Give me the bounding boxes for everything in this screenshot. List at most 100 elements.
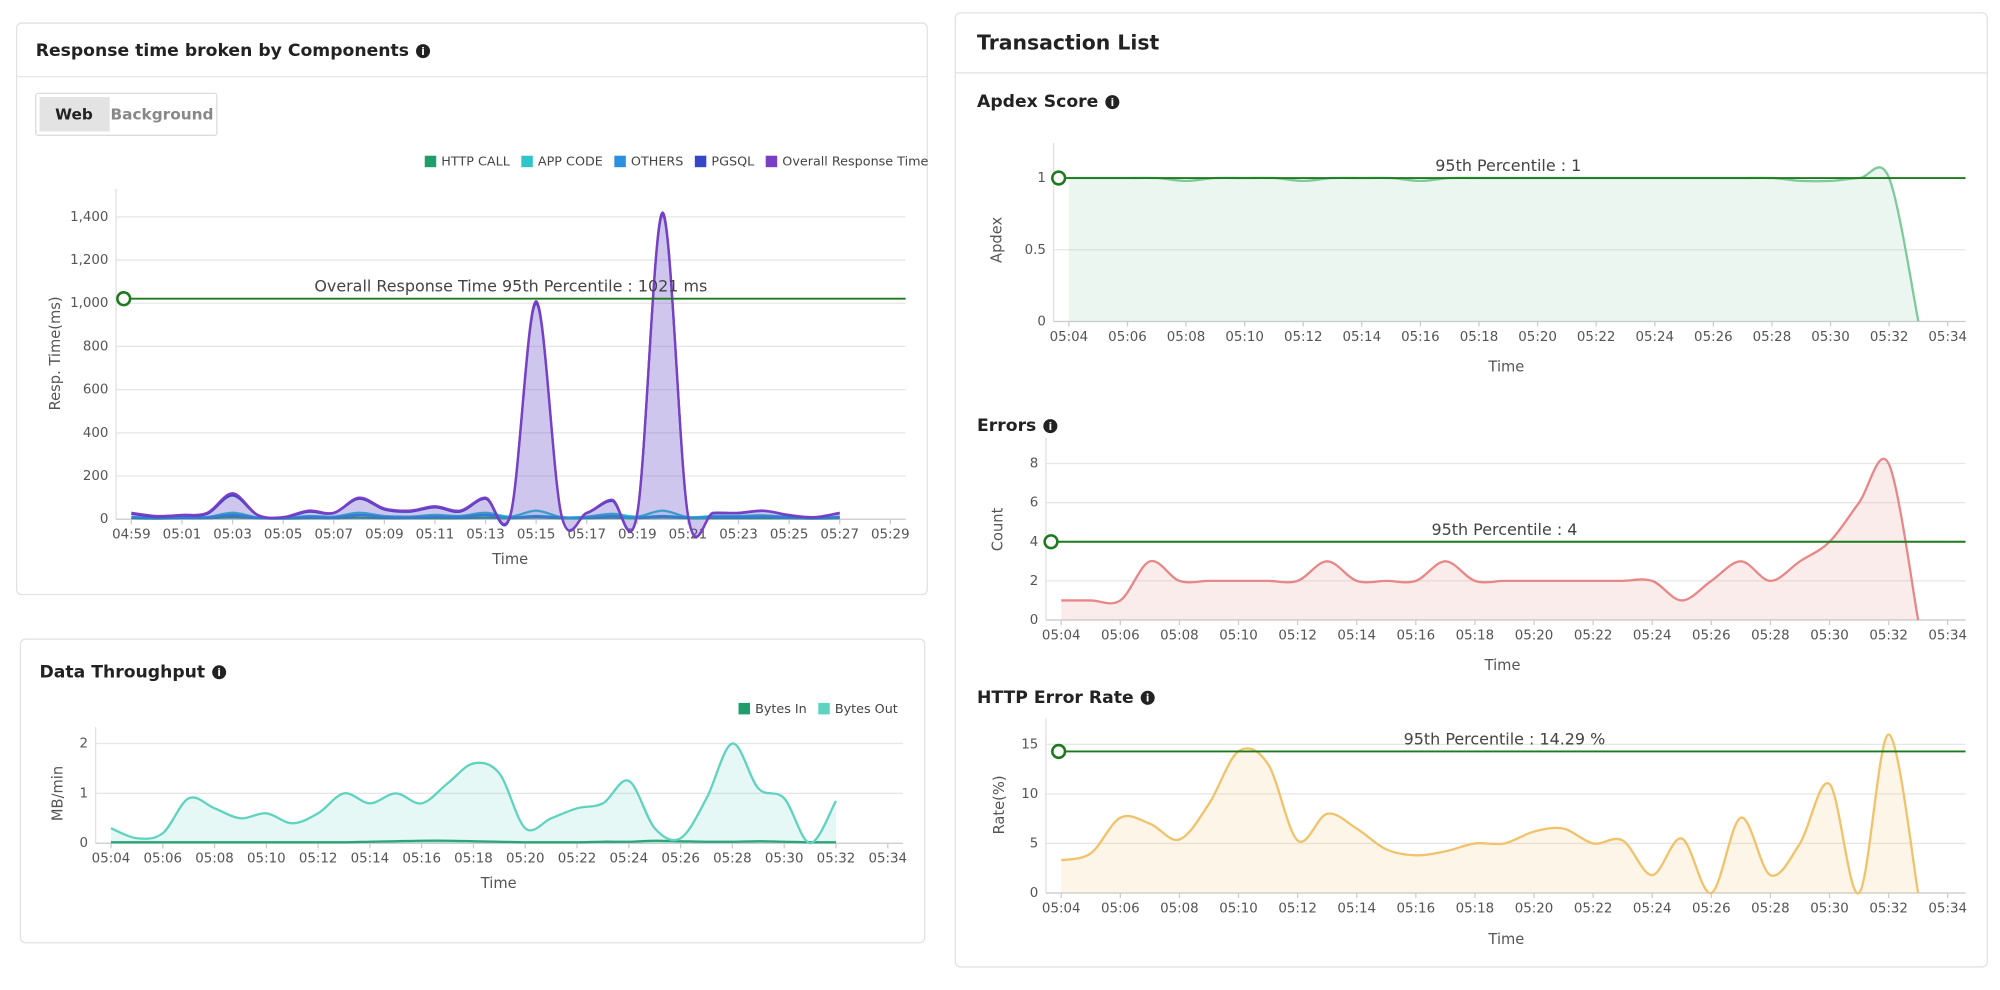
legend-label: PGSQL: [711, 155, 755, 170]
x-tick-label: 05:08: [1160, 628, 1199, 643]
x-tick-label: 05:18: [454, 852, 493, 867]
legend-label: HTTP CALL: [441, 155, 510, 170]
x-tick-label: 05:10: [1225, 330, 1264, 345]
y-tick-label: 200: [83, 469, 109, 484]
threshold-label: Overall Response Time 95th Percentile : …: [314, 277, 707, 296]
x-tick-label: 04:59: [112, 528, 151, 543]
throughput-panel: [19, 638, 926, 944]
x-tick-label: 05:34: [1928, 628, 1967, 643]
x-tick-label: 05:28: [1751, 628, 1790, 643]
series-line: [131, 513, 840, 520]
y-tick-label: 8: [1030, 457, 1039, 472]
x-tick-label: 05:16: [1397, 901, 1436, 916]
legend-swatch: [818, 702, 830, 715]
y-axis-label: Count: [990, 507, 1007, 551]
panel-title: Transaction List: [977, 30, 1159, 54]
x-tick-label: 05:04: [1042, 901, 1081, 916]
tab-active[interactable]: [39, 97, 110, 132]
y-tick-label: 10: [1021, 787, 1038, 802]
y-tick-label: 5: [1030, 836, 1039, 851]
legend-label: Bytes In: [755, 702, 807, 717]
x-tick-label: 05:01: [163, 528, 202, 543]
x-tick-label: 05:18: [1456, 901, 1495, 916]
x-tick-label: 05:34: [868, 852, 907, 867]
series-line: [131, 211, 840, 538]
series-line: [110, 839, 836, 844]
x-tick-label: 05:19: [618, 528, 657, 543]
x-tick-label: 05:20: [1515, 901, 1554, 916]
x-tick-label: 05:14: [1343, 330, 1382, 345]
chart-title: Data Throughput: [40, 662, 206, 682]
x-axis-label: Time: [1487, 931, 1524, 948]
y-tick-label: 1,000: [70, 296, 108, 311]
x-tick-label: 05:09: [365, 528, 404, 543]
tab[interactable]: Web: [55, 105, 93, 123]
y-tick-label: 6: [1030, 496, 1039, 511]
x-tick-label: 05:26: [1692, 901, 1731, 916]
threshold-marker: [1051, 170, 1067, 186]
chart-title: Errors: [977, 416, 1036, 436]
x-tick-label: 05:26: [661, 852, 700, 867]
area-fill: [131, 214, 840, 537]
x-tick-label: 05:05: [264, 528, 303, 543]
x-tick-label: 05:28: [1753, 330, 1792, 345]
x-axis-label: Time: [491, 551, 528, 568]
legend-label: APP CODE: [538, 155, 603, 170]
area-fill: [1068, 167, 1919, 322]
y-tick-label: 0: [100, 512, 109, 527]
x-tick-label: 05:06: [143, 852, 182, 867]
x-tick-label: 05:32: [1869, 628, 1908, 643]
info-icon: [1105, 95, 1120, 110]
x-tick-label: 05:24: [1633, 901, 1672, 916]
x-tick-label: 05:34: [1928, 330, 1967, 345]
y-tick-label: 400: [83, 426, 109, 441]
legend-label: OTHERS: [631, 155, 683, 170]
legend-swatch: [521, 155, 533, 168]
area-fill: [131, 212, 840, 537]
x-tick-label: 05:06: [1101, 901, 1140, 916]
y-tick-label: 1: [1037, 171, 1046, 186]
info-icon-glyph: i: [421, 47, 425, 58]
x-tick-label: 05:28: [713, 852, 752, 867]
y-tick-label: 0.5: [1025, 243, 1046, 258]
transaction-panel: [954, 12, 1988, 968]
x-axis-label: Time: [1487, 358, 1524, 375]
x-tick-label: 05:32: [1869, 901, 1908, 916]
x-tick-label: 05:06: [1101, 628, 1140, 643]
tab[interactable]: Background: [111, 105, 214, 123]
y-tick-label: 800: [83, 339, 109, 354]
legend-label: Overall Response Time: [782, 155, 928, 170]
series-line: [1060, 733, 1920, 895]
legend-swatch: [614, 155, 626, 168]
y-tick-label: 0: [1030, 613, 1039, 628]
x-tick-label: 05:14: [1337, 901, 1376, 916]
x-tick-label: 05:12: [1284, 330, 1323, 345]
x-tick-label: 05:22: [1574, 901, 1613, 916]
x-tick-label: 05:26: [1692, 628, 1731, 643]
area-fill: [1061, 734, 1919, 894]
y-tick-label: 2: [79, 736, 88, 751]
x-tick-label: 05:07: [314, 528, 353, 543]
legend-swatch: [738, 702, 750, 715]
info-icon-glyph: i: [1111, 98, 1115, 109]
legend-label: Bytes Out: [835, 702, 898, 717]
y-axis-label: Apdex: [988, 217, 1005, 263]
x-tick-label: 05:04: [92, 852, 131, 867]
threshold-label: 95th Percentile : 4: [1431, 520, 1577, 539]
x-tick-label: 05:30: [1810, 628, 1849, 643]
series-line: [110, 742, 837, 845]
chart-title: Response time broken by Components: [36, 41, 409, 61]
y-axis-label: Resp. Time(ms): [47, 296, 64, 410]
y-tick-label: 1,200: [70, 253, 108, 268]
x-tick-label: 05:34: [1928, 901, 1967, 916]
legend-swatch: [424, 155, 437, 168]
y-tick-label: 15: [1021, 737, 1038, 752]
x-tick-label: 05:18: [1456, 628, 1495, 643]
area-fill: [110, 743, 836, 844]
info-icon: [1140, 690, 1155, 705]
x-tick-label: 05:08: [195, 852, 234, 867]
x-tick-label: 05:03: [213, 528, 252, 543]
x-tick-label: 05:22: [558, 852, 597, 867]
x-tick-label: 05:24: [1635, 330, 1674, 345]
